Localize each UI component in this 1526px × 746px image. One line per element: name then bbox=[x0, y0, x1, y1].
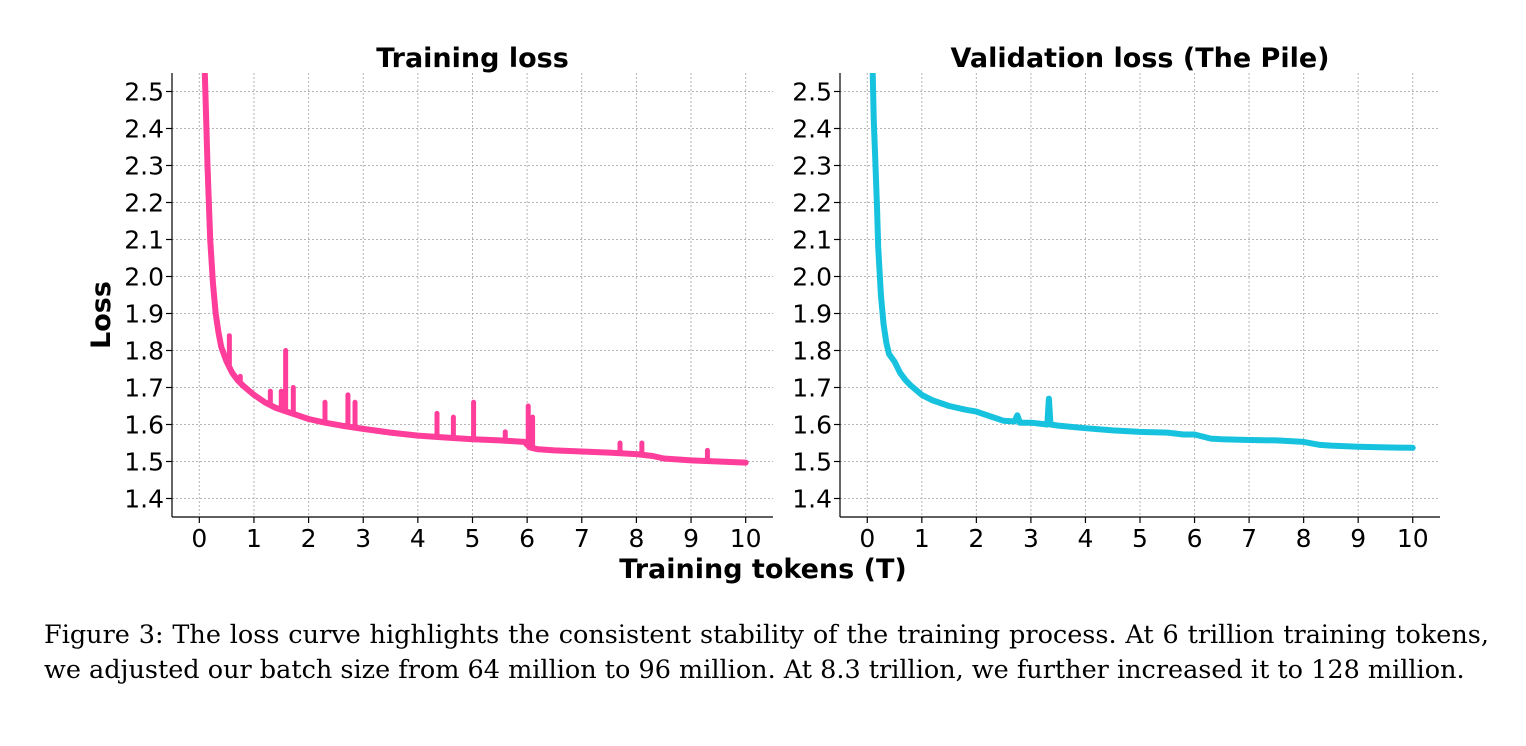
panel-1-series-line bbox=[201, 73, 749, 466]
panel-2-xtick-label: 0 bbox=[859, 524, 875, 553]
panel-1-xtick-label: 5 bbox=[465, 524, 481, 553]
panel-1-ytick-label: 2.5 bbox=[124, 78, 164, 107]
panel-2-xtick-label: 7 bbox=[1241, 524, 1257, 553]
panel-1-xtick-label: 4 bbox=[410, 524, 426, 553]
panel-2-xtick-label: 10 bbox=[1397, 524, 1429, 553]
panel-2-ytick-label: 1.8 bbox=[792, 337, 832, 366]
panel-2-xtick-label: 2 bbox=[968, 524, 984, 553]
panel-1-xtick-label: 1 bbox=[246, 524, 262, 553]
panel-1-ytick-label: 2.2 bbox=[124, 189, 164, 218]
panel-2-xtick-label: 1 bbox=[914, 524, 930, 553]
panel-1-xtick-label: 2 bbox=[301, 524, 317, 553]
panel-1-ytick-label: 1.6 bbox=[124, 411, 164, 440]
panel-1-xtick-label: 7 bbox=[574, 524, 590, 553]
panel-1-ytick-label: 1.5 bbox=[124, 448, 164, 477]
figure-caption: Figure 3: The loss curve highlights the … bbox=[44, 620, 1489, 685]
panel-2-xtick-label: 6 bbox=[1187, 524, 1203, 553]
panel-1-ytick-label: 2.3 bbox=[124, 152, 164, 181]
panel-1-ytick-label: 1.4 bbox=[124, 485, 164, 514]
panel-1-ytick-label: 1.7 bbox=[124, 374, 164, 403]
panel-1-xtick-label: 0 bbox=[191, 524, 207, 553]
panel-1-ytick-label: 1.8 bbox=[124, 337, 164, 366]
panel-1-ytick-label: 1.9 bbox=[124, 300, 164, 329]
x-axis-label: Training tokens (T) bbox=[619, 554, 906, 585]
y-axis-label: Loss bbox=[86, 281, 117, 349]
panel-1-ytick-label: 2.1 bbox=[124, 226, 164, 255]
panel-2-ytick-label: 1.7 bbox=[792, 374, 832, 403]
panel-1-ytick-label: 2.0 bbox=[124, 263, 164, 292]
panel-2-xtick-label: 3 bbox=[1023, 524, 1039, 553]
panel-2-title: Validation loss (The Pile) bbox=[950, 43, 1329, 74]
panel-2-ytick-label: 1.9 bbox=[792, 300, 832, 329]
panel-1-ytick-label: 2.4 bbox=[124, 115, 164, 144]
panel-2-xtick-label: 9 bbox=[1350, 524, 1366, 553]
panel-2-ytick-label: 2.0 bbox=[792, 263, 832, 292]
panel-2-ytick-label: 1.6 bbox=[792, 411, 832, 440]
panel-1-xtick-label: 10 bbox=[730, 524, 762, 553]
panel-2-ytick-label: 2.1 bbox=[792, 226, 832, 255]
panel-2-ytick-label: 2.4 bbox=[792, 115, 832, 144]
panel-1-xtick-label: 3 bbox=[355, 524, 371, 553]
panel-1-xtick-label: 9 bbox=[683, 524, 699, 553]
panel-2-xtick-label: 4 bbox=[1078, 524, 1094, 553]
panel-2-ytick-label: 2.5 bbox=[792, 78, 832, 107]
panel-2-ytick-label: 1.5 bbox=[792, 448, 832, 477]
loss-charts: 0 1 2 3 4 5 6 7 8 9 101.41.51.61.71.81.92.02.12.22… bbox=[86, 43, 1440, 585]
panel-2-xtick-label: 8 bbox=[1296, 524, 1312, 553]
panel-2-ytick-label: 1.4 bbox=[792, 485, 832, 514]
panel-1-title: Training loss bbox=[376, 43, 569, 74]
panel-2-ytick-label: 2.2 bbox=[792, 189, 832, 218]
panel-1-xtick-label: 6 bbox=[519, 524, 535, 553]
panel-2-xtick-label: 5 bbox=[1132, 524, 1148, 553]
panel-2-series-line bbox=[869, 73, 1416, 451]
panel-1-xtick-label: 8 bbox=[628, 524, 644, 553]
panel-2-ytick-label: 2.3 bbox=[792, 152, 832, 181]
